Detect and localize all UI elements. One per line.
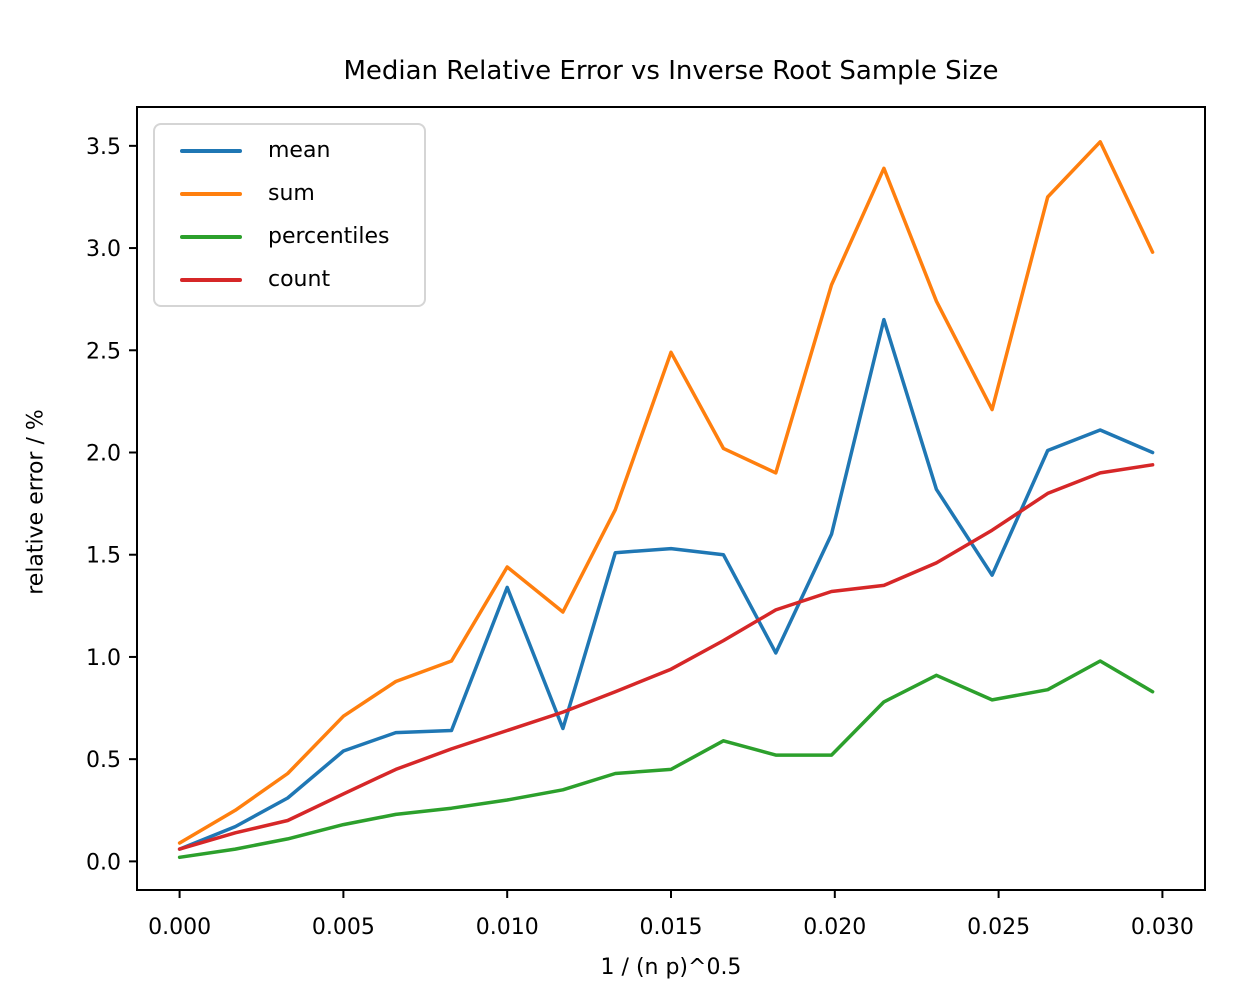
- legend-item-mean: mean: [155, 138, 424, 163]
- legend: mean sum percentiles count: [153, 123, 426, 307]
- y-tick-label: 3.0: [86, 237, 121, 262]
- x-tick-label: 0.005: [312, 915, 375, 940]
- y-tick-label: 2.0: [86, 442, 121, 467]
- x-tick-label: 0.000: [148, 915, 211, 940]
- x-tick-label: 0.030: [1131, 915, 1194, 940]
- chart-title: Median Relative Error vs Inverse Root Sa…: [343, 56, 999, 86]
- legend-item-count: count: [155, 267, 424, 292]
- series-line-percentiles: [177, 659, 1155, 860]
- series-line-mean: [177, 317, 1155, 851]
- x-tick-label: 0.020: [803, 915, 866, 940]
- legend-label-mean: mean: [268, 138, 331, 163]
- legend-swatch-count: [180, 277, 242, 282]
- legend-swatch-sum: [180, 191, 242, 196]
- y-tick-label: 1.5: [86, 544, 121, 569]
- legend-label-sum: sum: [268, 181, 315, 206]
- y-tick-label: 1.0: [86, 646, 121, 671]
- legend-label-count: count: [268, 267, 331, 292]
- y-tick-label: 0.5: [86, 748, 121, 773]
- series-line-sum: [177, 140, 1155, 845]
- series-line-count: [177, 463, 1155, 851]
- legend-swatch-percentiles: [180, 234, 242, 239]
- y-tick-label: 0.0: [86, 850, 121, 875]
- legend-label-percentiles: percentiles: [268, 224, 390, 249]
- y-tick-label: 3.5: [86, 135, 121, 160]
- y-tick-label: 2.5: [86, 339, 121, 364]
- legend-item-sum: sum: [155, 181, 424, 206]
- x-tick-label: 0.025: [967, 915, 1030, 940]
- legend-swatch-mean: [180, 148, 242, 153]
- plot-frame: [136, 106, 1206, 891]
- x-tick-label: 0.010: [476, 915, 539, 940]
- x-axis-label: 1 / (n p)^0.5: [600, 955, 742, 980]
- x-tick-label: 0.015: [640, 915, 703, 940]
- legend-item-percentiles: percentiles: [155, 224, 424, 249]
